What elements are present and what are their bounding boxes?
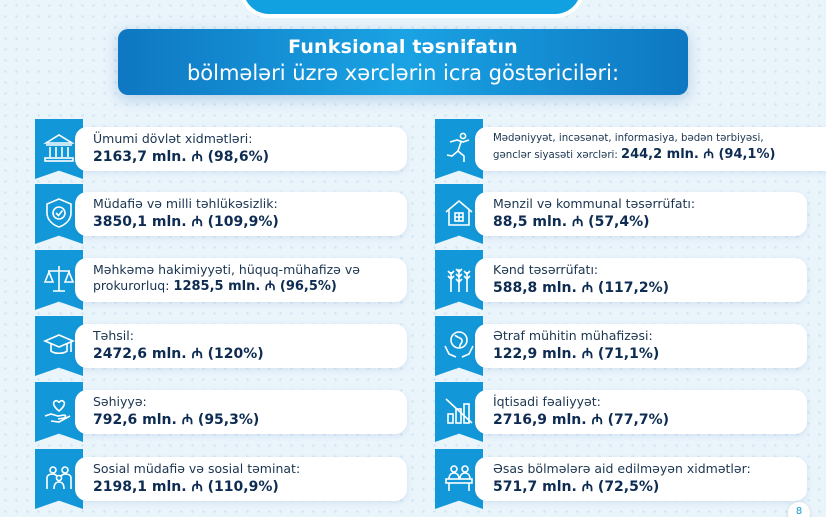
house-icon: [445, 199, 473, 226]
item-value: 122,9 mln. ₼ (71,1%): [493, 346, 660, 362]
item-label: Səhiyyə:: [93, 394, 147, 409]
item-label-continued: prokurorluq:: [93, 278, 170, 293]
item-card: Müdafiə və milli təhlükəsizlik: 3850,1 m…: [75, 192, 407, 236]
item-label-continued: gənclər siyasəti xərcləri:: [493, 150, 618, 161]
graduation-cap-icon: [42, 334, 76, 355]
item-label: Ətraf mühitin mühafizəsi:: [493, 328, 653, 343]
item-value: 3850,1 mln. ₼ (109,9%): [93, 214, 279, 230]
family-people-icon: [46, 466, 72, 490]
wheat-icon: [447, 268, 471, 292]
top-decorative-tab: [243, 0, 581, 14]
item-value: 88,5 mln. ₼ (57,4%): [493, 214, 650, 230]
item-label: Ümumi dövlət xidmətləri:: [93, 131, 253, 146]
item-card: Məhkəmə hakimiyyəti, hüquq-mühafizə və p…: [75, 258, 407, 302]
item-label: Kənd təsərrüfatı:: [493, 262, 599, 277]
item-label: Əsas bölmələrə aid edilməyən xidmətlər:: [493, 461, 751, 476]
title-banner: Funksional təsnifatın bölmələri üzrə xər…: [118, 29, 688, 95]
item-label: Təhsil:: [93, 328, 134, 343]
item-card: Mədəniyyət, incəsənət, informasiya, bədə…: [475, 127, 826, 171]
item-card: Mənzil və kommunal təsərrüfatı: 88,5 mln…: [475, 192, 807, 236]
item-card: İqtisadi fəaliyyət: 2716,9 mln. ₼ (77,7%…: [475, 390, 807, 434]
office-desk-icon: [445, 465, 473, 491]
item-value: 1285,5 mln. ₼ (96,5%): [173, 279, 337, 294]
item-value: 2716,9 mln. ₼ (77,7%): [493, 412, 670, 428]
government-building-icon: [43, 134, 75, 162]
item-card: Təhsil: 2472,6 mln. ₼ (120%): [75, 324, 407, 368]
item-value: 2198,1 mln. ₼ (110,9%): [93, 479, 279, 495]
item-label: Məhkəmə hakimiyyəti, hüquq-mühafizə və: [93, 262, 360, 277]
item-label: Mənzil və kommunal təsərrüfatı:: [493, 196, 696, 211]
shield-check-icon: [46, 198, 72, 228]
item-card: Ümumi dövlət xidmətləri: 2163,7 mln. ₼ (…: [75, 127, 407, 171]
title-line-2: bölmələri üzrə xərclərin icra göstəricil…: [186, 61, 620, 85]
economy-chart-icon: [445, 398, 473, 424]
item-value: 2472,6 mln. ₼ (120%): [93, 346, 264, 362]
item-value: 2163,7 mln. ₼ (98,6%): [93, 149, 270, 165]
item-card: Kənd təsərrüfatı: 588,8 mln. ₼ (117,2%): [475, 258, 807, 302]
scales-of-justice-icon: [43, 266, 75, 292]
running-person-icon: [446, 132, 470, 162]
item-label: Mədəniyyət, incəsənət, informasiya, bədə…: [493, 133, 764, 144]
title-line-1: Funksional təsnifatın: [288, 36, 518, 58]
item-label: Müdafiə və milli təhlükəsizlik:: [93, 196, 278, 211]
item-value: 571,7 mln. ₼ (72,5%): [493, 479, 660, 495]
item-card: Sosial müdafiə və sosial təminat: 2198,1…: [75, 457, 407, 501]
item-card: Ətraf mühitin mühafizəsi: 122,9 mln. ₼ (…: [475, 324, 807, 368]
item-label: İqtisadi fəaliyyət:: [493, 394, 601, 409]
item-value: 244,2 mln. ₼ (94,1%): [621, 147, 776, 162]
item-label: Sosial müdafiə və sosial təminat:: [93, 461, 301, 476]
heart-in-hand-icon: [44, 399, 71, 423]
item-value: 588,8 mln. ₼ (117,2%): [493, 280, 670, 296]
item-card: Səhiyyə: 792,6 mln. ₼ (95,3%): [75, 390, 407, 434]
item-card: Əsas bölmələrə aid edilməyən xidmətlər: …: [475, 457, 807, 501]
item-value: 792,6 mln. ₼ (95,3%): [93, 412, 260, 428]
page-number-badge: 8: [788, 502, 810, 517]
globe-in-hands-icon: [444, 331, 474, 358]
